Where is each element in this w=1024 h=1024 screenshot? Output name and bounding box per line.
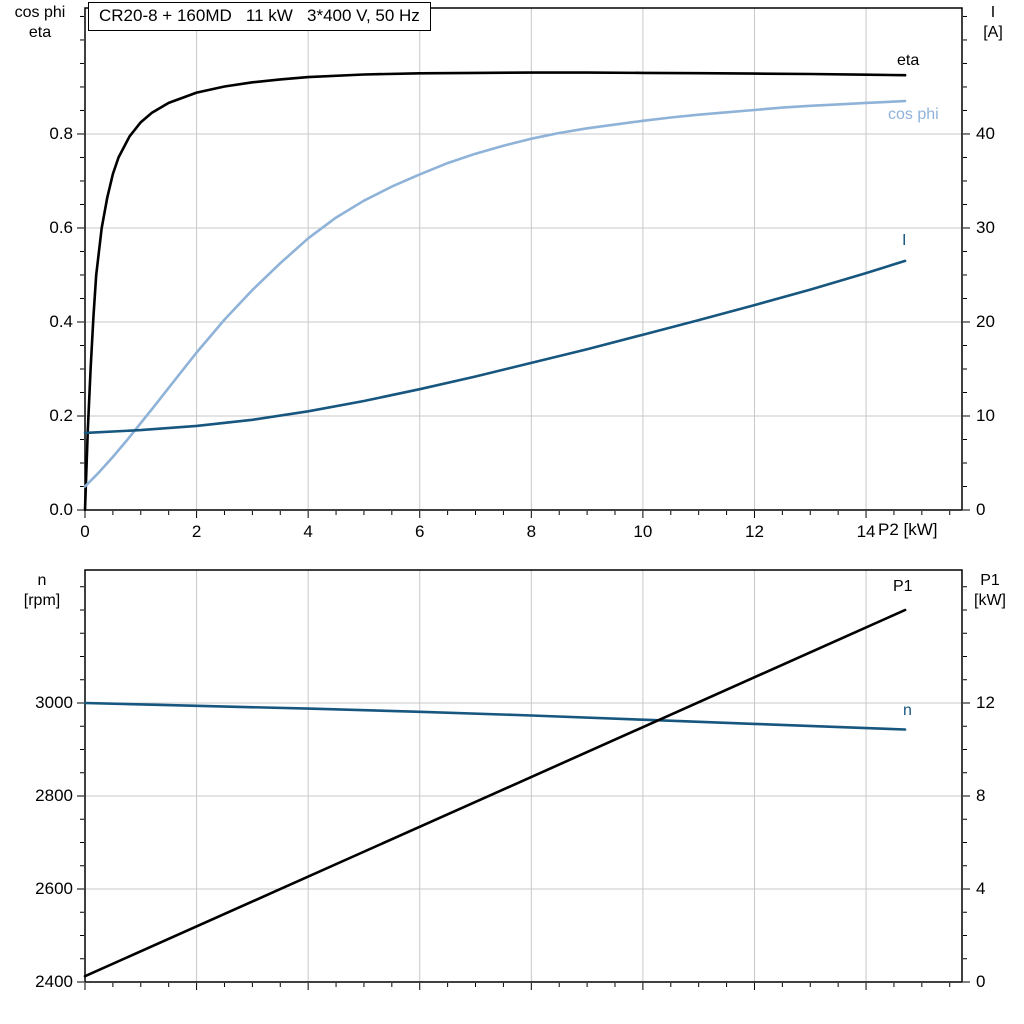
top-chart-left-axis-title: cos phi eta [0, 3, 80, 43]
tick-label: 14 [856, 522, 876, 541]
tick-label: 3000 [35, 692, 73, 712]
plot-frame [84, 7, 963, 511]
tick-label: 2800 [35, 785, 73, 805]
tick-label: 30 [976, 217, 995, 237]
curve-label-p1: P1 [893, 578, 913, 595]
tick-label: 40 [976, 123, 995, 143]
p1-axis-title-line1: P1 [980, 572, 1000, 589]
right-axis-title-line1: I [990, 4, 996, 21]
left-axis-title-line1: cos phi [14, 4, 66, 21]
bottom-chart-left-axis-title: n [rpm] [0, 571, 84, 611]
tick-label: 12 [744, 522, 764, 541]
tick-label: 2600 [35, 878, 73, 898]
tick-label: 0.8 [49, 123, 73, 143]
right-axis-title-line2: [A] [983, 24, 1003, 41]
tick-label: 0.0 [49, 500, 73, 519]
curve-label-cos-phi: cos phi [888, 106, 939, 123]
tick-label: 2 [191, 522, 202, 541]
series-curve-n [83, 701, 907, 731]
left-axis-title-line2: eta [28, 24, 52, 41]
speed-axis-title-line1: n [37, 572, 47, 589]
p1-axis-title-line2: [kW] [974, 592, 1006, 609]
x-axis-title: P2 [kW] [878, 520, 938, 539]
series-curve-cos-phi [83, 99, 907, 488]
series-curve-P1 [83, 608, 907, 978]
plot-frame [84, 569, 963, 983]
speed-axis-title-line2: [rpm] [23, 592, 61, 609]
curve-label-speed: n [903, 702, 912, 719]
tick-label: 12 [976, 692, 995, 712]
tick-label: 10 [633, 522, 653, 541]
series-curve-eta [83, 71, 907, 512]
top-chart-right-axis-title: I [A] [972, 3, 1014, 43]
tick-label: 20 [976, 311, 995, 331]
tick-label: 0 [976, 500, 986, 519]
tick-label: 6 [414, 522, 425, 541]
tick-label: 0.6 [49, 217, 73, 237]
tick-label: 8 [976, 785, 986, 805]
tick-label: 4 [303, 522, 313, 541]
tick-label: 0.4 [49, 311, 73, 331]
tick-label: 0.2 [49, 405, 73, 425]
tick-label: 4 [976, 878, 986, 898]
tick-label: 2400 [35, 972, 73, 991]
tick-label: 10 [976, 405, 995, 425]
tick-label: 8 [526, 522, 537, 541]
series-curve-I [83, 259, 907, 435]
curve-label-eta: eta [897, 52, 920, 69]
tick-label: 0 [80, 522, 90, 541]
curve-label-current: I [902, 232, 907, 249]
chart-title: CR20-8 + 160MD 11 kW 3*400 V, 50 Hz [88, 2, 431, 31]
bottom-chart-right-axis-title: P1 [kW] [962, 571, 1018, 611]
tick-label: 0 [976, 972, 986, 991]
